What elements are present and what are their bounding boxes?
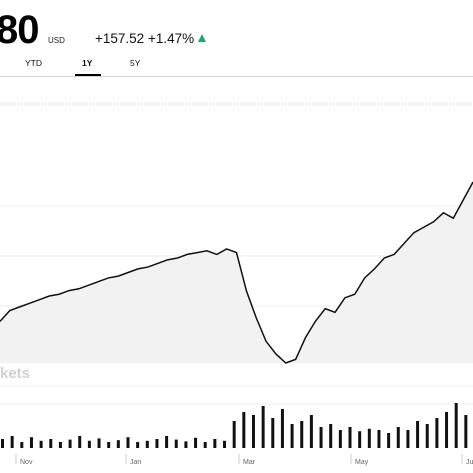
volume-bar <box>329 424 333 448</box>
volume-bar <box>1 439 4 448</box>
volume-bar <box>358 431 362 448</box>
volume-bar <box>20 442 24 448</box>
volume-bar <box>406 430 410 448</box>
volume-bars <box>1 403 468 448</box>
tab-1y[interactable]: 1Y <box>82 58 93 68</box>
volume-bar <box>126 437 130 448</box>
volume-bar <box>454 403 458 448</box>
active-tab-indicator <box>75 74 101 76</box>
tab-5y[interactable]: 5Y <box>130 58 141 68</box>
volume-bar <box>280 409 284 448</box>
volume-bar <box>194 437 198 448</box>
volume-bar <box>242 412 246 448</box>
volume-bar <box>435 418 439 448</box>
volume-bar <box>116 440 120 448</box>
price-change-percent: +1.47% <box>148 31 195 46</box>
volume-bar <box>425 424 429 448</box>
volume-bar <box>367 428 371 448</box>
month-label: Mar <box>243 459 256 466</box>
volume-bar <box>319 427 323 448</box>
volume-bar <box>377 430 381 448</box>
volume-bar <box>348 427 352 448</box>
header-divider <box>0 76 473 77</box>
watermark-text: kets <box>0 365 31 382</box>
volume-bar <box>87 440 91 448</box>
volume-bar <box>271 418 275 448</box>
price-line <box>0 181 473 364</box>
volume-bar <box>300 421 304 448</box>
tab-ytd[interactable]: YTD <box>25 58 42 68</box>
volume-bar <box>416 421 420 448</box>
volume-bar <box>338 430 342 448</box>
volume-bar <box>58 442 62 448</box>
volume-bar <box>464 415 468 448</box>
month-label: May <box>355 459 369 466</box>
volume-bar <box>261 406 265 448</box>
volume-bar <box>445 412 449 448</box>
up-arrow-icon <box>198 34 206 42</box>
volume-bar <box>396 427 400 448</box>
volume-bar <box>387 433 391 448</box>
month-label: Jan <box>130 459 141 466</box>
volume-bar <box>10 436 14 448</box>
month-label: Nov <box>20 459 33 466</box>
volume-bar <box>107 442 111 448</box>
volume-bar <box>78 436 82 448</box>
volume-bar <box>213 439 217 448</box>
volume-bar <box>165 436 169 448</box>
volume-bar <box>155 439 159 448</box>
volume-bar <box>39 440 43 448</box>
volume-bar <box>223 440 227 448</box>
volume-bar <box>203 442 207 448</box>
quote-header: 80 USD +157.52 +1.47% <box>0 10 473 50</box>
month-axis: Nov Jan Mar May Ju <box>15 454 473 466</box>
volume-bar <box>145 440 149 448</box>
month-label: Ju <box>466 459 473 466</box>
volume-bar <box>29 437 33 448</box>
volume-bar <box>97 438 101 448</box>
volume-bar <box>68 439 72 448</box>
volume-bar <box>309 415 313 448</box>
volume-bar <box>136 442 140 448</box>
price-value: 80 <box>0 8 39 52</box>
currency-label: USD <box>48 36 65 45</box>
price-change: +157.52 <box>95 31 145 46</box>
volume-bar <box>184 441 188 448</box>
volume-bar <box>232 421 236 448</box>
volume-bar <box>251 415 255 448</box>
volume-bar <box>174 439 178 448</box>
price-area <box>0 182 473 363</box>
range-tabs: YTD 1Y 5Y <box>0 58 473 76</box>
price-chart[interactable]: Nov Jan Mar May Ju <box>0 96 473 473</box>
volume-bar <box>290 424 294 448</box>
volume-bar <box>49 439 53 448</box>
